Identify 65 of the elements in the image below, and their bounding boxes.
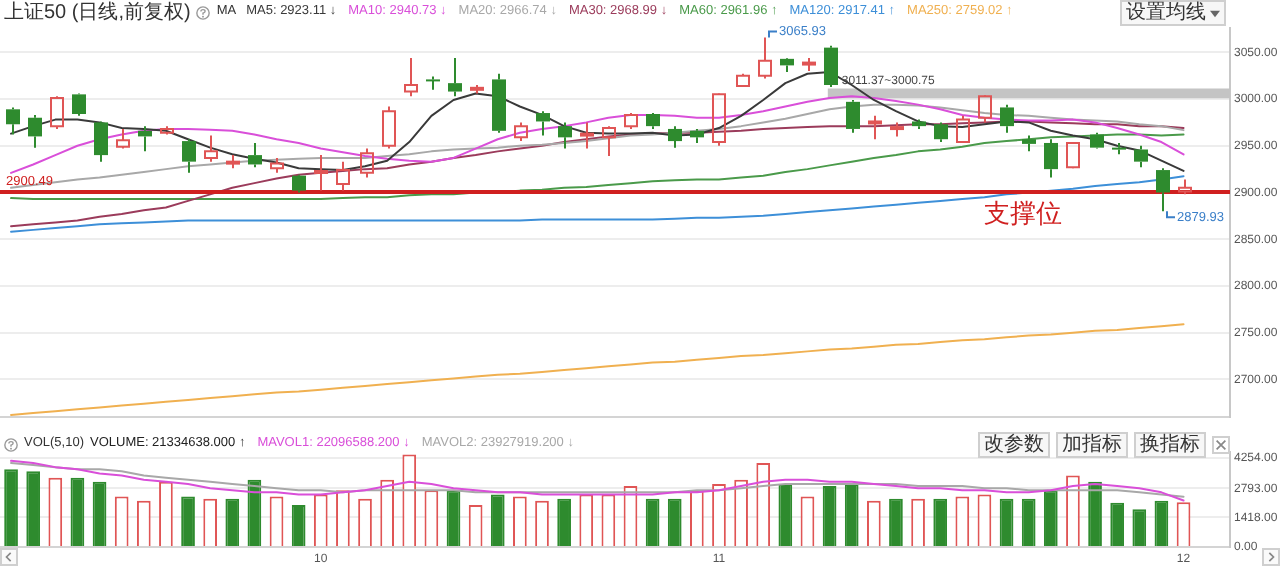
- candlestick: [1112, 141, 1126, 156]
- bar: [778, 483, 793, 546]
- button: 改参数: [978, 432, 1050, 458]
- candlestick: [868, 114, 882, 141]
- candlestick: [28, 113, 42, 149]
- candlestick: [780, 58, 794, 73]
- bar: [557, 498, 571, 546]
- candlestick: [1044, 138, 1058, 179]
- bar: [1088, 481, 1102, 546]
- bar: [1043, 490, 1058, 546]
- bar: [181, 496, 195, 546]
- bar: [645, 498, 660, 546]
- candlestick: [934, 121, 948, 144]
- bar: [92, 481, 107, 546]
- candlestick: [1000, 103, 1014, 134]
- candlestick: [1090, 131, 1104, 148]
- candlestick: [646, 113, 660, 130]
- bar: [889, 498, 903, 546]
- candlestick: [602, 125, 616, 158]
- annotation: 换指标: [1140, 433, 1200, 455]
- bar: [844, 483, 859, 546]
- dropdown-button: 设置均线: [1120, 0, 1226, 26]
- candlestick: [1134, 144, 1148, 169]
- candlestick: [1156, 167, 1170, 213]
- bar: [1110, 502, 1125, 546]
- chart-title: 上证50 (日线,前复权): [4, 1, 191, 23]
- bar: [1154, 500, 1169, 546]
- bar: [70, 477, 85, 546]
- annotation: 改参数: [984, 433, 1044, 455]
- candlestick: [314, 154, 328, 192]
- candlestick: [536, 110, 550, 137]
- bar: [667, 498, 682, 546]
- bar: [1021, 498, 1036, 546]
- bar: [446, 490, 461, 546]
- candlestick: [182, 138, 196, 174]
- candlestick: [248, 141, 262, 169]
- annotation: 加指标: [1062, 433, 1122, 455]
- candlestick: [72, 94, 86, 117]
- candlestick: [426, 75, 440, 91]
- candlestick: [492, 72, 506, 134]
- candlestick: [1022, 134, 1036, 153]
- candlestick: [6, 106, 20, 136]
- bar: [933, 498, 948, 546]
- candlestick: [404, 56, 418, 98]
- candlestick: [204, 134, 218, 163]
- bar: [1132, 509, 1147, 546]
- candlestick: [824, 44, 838, 88]
- candlestick: [94, 122, 108, 163]
- bar: [26, 471, 41, 546]
- bar: [490, 494, 505, 546]
- candlestick: [580, 121, 594, 150]
- candlestick: [846, 98, 860, 134]
- bar: [999, 498, 1014, 546]
- candlestick: [758, 36, 772, 80]
- candlestick: [690, 127, 704, 144]
- bar: [822, 486, 837, 546]
- candlestick: [448, 56, 462, 98]
- candlestick: [558, 121, 572, 150]
- bar: [291, 504, 306, 546]
- button: 加指标: [1056, 432, 1128, 458]
- button: 换指标: [1134, 432, 1206, 458]
- candlestick: [138, 125, 152, 153]
- candlestick: [668, 125, 682, 149]
- annotation: 支撑位: [984, 198, 1062, 229]
- bar: [225, 498, 240, 546]
